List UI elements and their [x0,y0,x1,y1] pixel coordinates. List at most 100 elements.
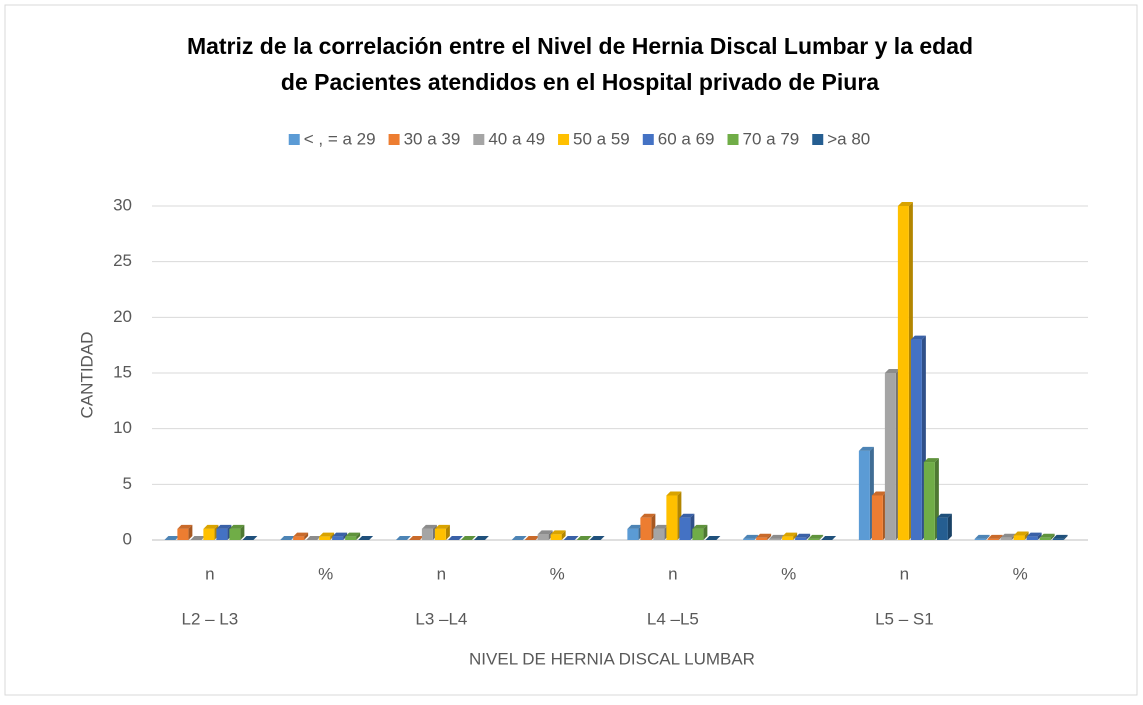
bar-top [666,491,682,496]
bar-top [769,534,785,539]
bar-top [653,524,669,529]
bar [782,536,794,540]
x-tick-label: % [1013,564,1028,583]
bar-top [871,491,887,496]
bar [756,537,768,540]
bar-top [242,536,258,540]
bar-top [884,369,900,373]
bar-side [343,532,348,540]
bar [653,528,665,540]
x-tick-label: n [205,564,214,583]
bar-side [330,532,335,540]
bar-top [756,533,772,538]
bar [1026,536,1038,540]
bar-side [1024,531,1029,540]
bar-top [589,536,605,540]
bar-top [974,534,990,539]
bar-top [524,536,540,540]
bar [229,528,241,540]
bar-top [332,532,348,537]
bar-top [550,530,566,535]
bar-top [679,513,695,518]
bar [974,538,986,540]
bar-top [293,532,309,537]
y-tick-label: 15 [113,362,132,381]
x-tick-label: % [318,564,333,583]
y-tick-label: 10 [113,418,132,437]
bar-top [1026,532,1042,537]
bar-top [705,536,721,540]
bar-side [819,534,824,540]
bar-top [460,536,476,540]
bar [537,534,549,540]
bar-top [1000,533,1016,538]
x-group-label: L3 –L4 [415,609,467,628]
bar [692,528,704,540]
bar-top [177,524,193,529]
y-tick-label: 25 [113,251,132,270]
legend-label: 40 a 49 [488,129,545,148]
bar-top [897,202,913,206]
bar-top [434,524,450,529]
bar [769,538,781,540]
bar [1000,537,1012,540]
x-tick-label: % [781,564,796,583]
bar [923,462,935,540]
bar-top [1052,534,1068,539]
bar-side [561,530,566,540]
bar-top [319,532,335,537]
bar-top [782,532,798,537]
y-tick-label: 0 [123,529,132,548]
legend-label: < , = a 29 [304,129,376,148]
bar-top [627,524,643,529]
legend-swatch [642,134,654,145]
bar-side [445,524,450,540]
bar [858,450,870,540]
x-tick-label: % [550,564,565,583]
bar-top [692,524,708,529]
bar [743,538,755,540]
bar-top [421,524,437,529]
bar [293,536,305,540]
legend-label: 50 a 59 [573,129,630,148]
bar-side [356,532,361,540]
legend-label: >a 80 [827,129,870,148]
bar-side [304,532,309,540]
bar-top [563,536,579,540]
y-tick-label: 20 [113,307,132,326]
bar-top [640,513,656,518]
bar-top [473,536,489,540]
bar [1052,538,1064,540]
y-tick-label: 5 [123,474,132,493]
bar-top [345,532,361,537]
bar [666,495,678,540]
bar [884,373,896,540]
bar [871,495,883,540]
bar [795,537,807,540]
bar [627,528,639,540]
bar-top [987,534,1003,539]
bar-top [795,533,811,538]
chart-title: Matriz de la correlación entre el Nivel … [187,33,973,59]
bar-top [203,524,219,529]
bar [332,536,344,540]
bar-top [358,536,374,540]
bar [216,528,228,540]
x-tick-label: n [668,564,677,583]
bar [1013,535,1025,540]
bar-top [447,536,463,540]
bar-top [910,335,926,340]
bar-side [985,534,990,540]
legend-swatch [288,134,300,145]
bar-side [1037,532,1042,540]
x-axis-label: NIVEL DE HERNIA DISCAL LUMBAR [469,649,755,668]
chart-border [4,4,1138,696]
legend-label: 30 a 39 [404,129,461,148]
bar [203,528,215,540]
bar [1039,537,1051,540]
bar [345,536,357,540]
y-tick-label: 30 [113,195,132,214]
legend-swatch [558,134,570,145]
legend-label: 60 a 69 [658,129,715,148]
